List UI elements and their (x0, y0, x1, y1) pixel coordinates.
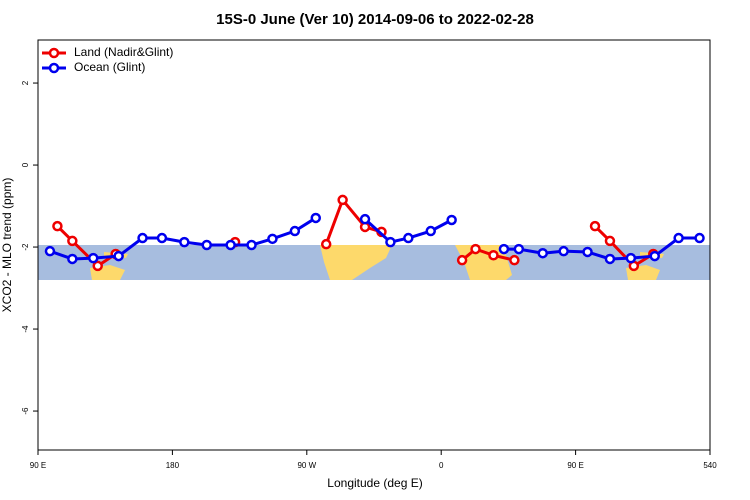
data-point (446, 214, 457, 226)
data-point (359, 213, 371, 225)
land-south-america (320, 245, 392, 280)
data-point (589, 220, 601, 232)
data-point (425, 225, 436, 237)
x-tick-label: 90 E (567, 461, 583, 470)
legend-label: Land (Nadir&Glint) (74, 45, 173, 59)
data-point (673, 232, 684, 244)
data-point (67, 253, 78, 265)
data-point (488, 250, 499, 261)
y-tick-label: -6 (21, 407, 30, 415)
y-axis-label: XCO2 - MLO trend (ppm) (0, 178, 14, 313)
data-point (456, 254, 468, 266)
data-point (558, 245, 569, 257)
series-line (56, 196, 655, 268)
data-point (320, 238, 332, 250)
data-point (337, 194, 348, 206)
data-point (604, 235, 616, 247)
data-point (310, 212, 322, 224)
data-point (225, 239, 236, 251)
y-tick-label: -4 (21, 325, 30, 333)
data-point (694, 232, 705, 244)
data-point (625, 252, 637, 264)
legend-label: Ocean (Glint) (74, 60, 145, 74)
x-tick-label: 540 (703, 461, 717, 470)
x-tick-label: 90 E (30, 461, 46, 470)
data-point (649, 250, 660, 262)
data-point (44, 245, 56, 257)
data-point (498, 243, 510, 255)
data-point (88, 252, 99, 264)
data-point (385, 236, 396, 248)
data-point (156, 232, 168, 244)
data-point (201, 239, 212, 251)
data-point (113, 250, 124, 262)
x-tick-label: 180 (166, 461, 180, 470)
data-point (137, 232, 148, 244)
data-point (289, 225, 301, 237)
y-tick-label: 2 (21, 80, 30, 85)
legend-marker (48, 62, 60, 74)
y-tick-label: 0 (21, 162, 30, 167)
data-point (513, 243, 525, 255)
y-tick-label: -2 (21, 243, 30, 251)
data-point (179, 236, 190, 248)
data-point (604, 253, 616, 265)
x-tick-label: 90 W (297, 461, 316, 470)
data-point (509, 254, 520, 266)
chart-title: 15S-0 June (Ver 10) 2014-09-06 to 2022-0… (216, 11, 534, 28)
data-point (267, 233, 278, 245)
data-point (470, 243, 481, 255)
data-point (246, 239, 257, 251)
plot-frame (37, 39, 711, 451)
data-point (582, 246, 593, 258)
legend-marker (48, 47, 60, 59)
data-point (537, 247, 548, 259)
data-point (92, 260, 103, 272)
x-axis-label: Longitude (deg E) (327, 476, 422, 490)
x-tick-label: 0 (439, 461, 444, 470)
data-point (67, 235, 78, 247)
data-point (52, 220, 63, 232)
data-point (403, 232, 414, 244)
